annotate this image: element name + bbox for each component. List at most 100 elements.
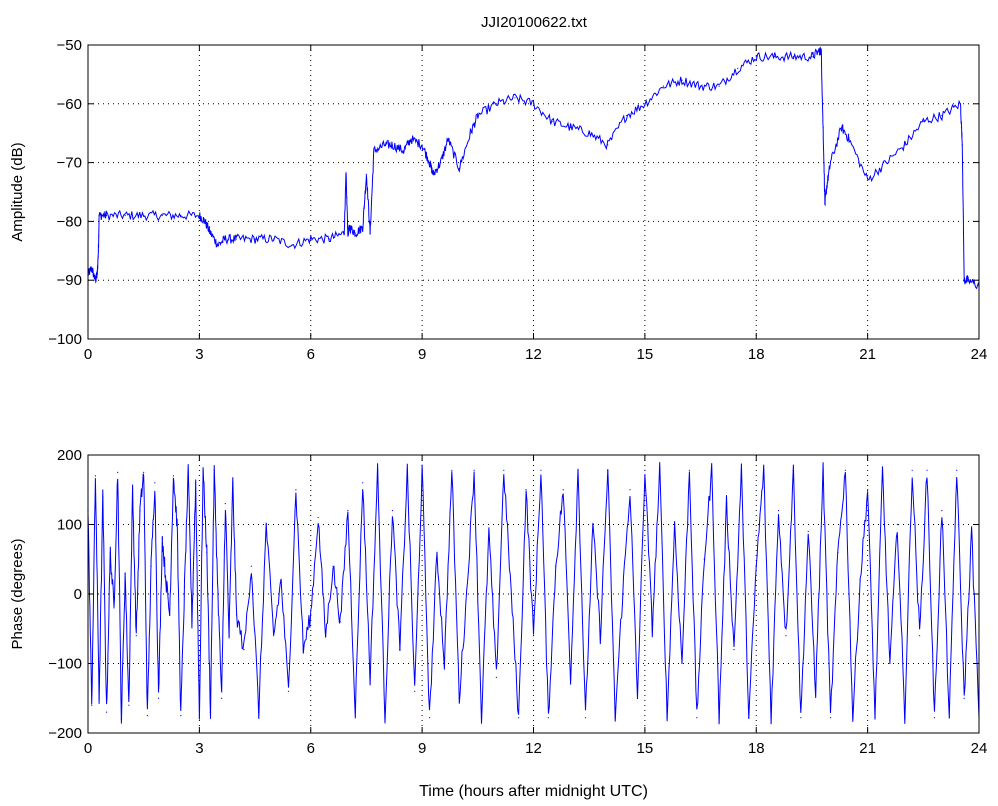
data-point — [822, 126, 824, 128]
data-point — [150, 565, 152, 567]
data-point — [525, 489, 527, 491]
data-point — [666, 717, 668, 719]
x-tick-label: 9 — [418, 740, 426, 757]
data-point — [310, 238, 312, 240]
data-point — [169, 614, 171, 616]
data-point — [421, 469, 423, 471]
data-point — [209, 232, 212, 234]
data-point — [235, 238, 238, 240]
data-point — [232, 482, 234, 484]
data-point — [273, 238, 275, 240]
data-point — [867, 489, 869, 491]
data-point — [384, 717, 386, 719]
y-tick-label: 0 — [74, 586, 82, 603]
data-point — [369, 676, 371, 679]
data-point — [466, 593, 468, 595]
data-point — [551, 120, 553, 123]
series-line — [87, 462, 980, 725]
plot-area — [88, 45, 979, 339]
data-point — [584, 717, 587, 719]
x-tick-label: 21 — [859, 740, 876, 757]
y-tick-label: 200 — [57, 447, 82, 464]
data-point — [555, 565, 557, 567]
data-point — [480, 717, 483, 719]
data-point — [469, 132, 471, 134]
data-point — [607, 469, 609, 471]
data-point — [818, 50, 820, 52]
data-point — [354, 232, 356, 234]
x-tick-label: 24 — [971, 740, 988, 757]
data-point — [837, 551, 839, 553]
data-point — [280, 579, 282, 581]
data-point — [622, 593, 624, 595]
data-point — [217, 593, 219, 595]
data-point — [310, 614, 312, 616]
data-point — [926, 469, 928, 471]
data-point — [514, 97, 516, 99]
data-point — [636, 697, 639, 699]
data-point — [644, 469, 646, 471]
data-point — [157, 697, 160, 699]
data-point — [440, 162, 442, 164]
data-point — [956, 469, 958, 471]
data-point — [206, 551, 208, 553]
data-point — [718, 717, 720, 719]
data-point — [681, 79, 683, 81]
x-tick-label: 18 — [748, 740, 765, 757]
data-point — [349, 226, 351, 228]
data-point — [532, 635, 535, 637]
data-point — [495, 103, 497, 105]
data-point — [325, 635, 327, 637]
data-point — [577, 469, 579, 471]
x-tick-label: 24 — [971, 346, 988, 363]
data-point — [896, 523, 898, 526]
y-tick-label: −100 — [48, 331, 82, 348]
data-point — [302, 649, 304, 651]
data-point — [824, 203, 826, 205]
data-point — [198, 214, 200, 217]
data-point — [428, 162, 431, 164]
data-point — [180, 214, 182, 217]
data-point — [844, 469, 846, 471]
data-point — [922, 120, 924, 123]
data-point — [347, 510, 349, 512]
data-point — [763, 469, 765, 471]
data-point — [332, 565, 334, 567]
data-point — [919, 635, 921, 637]
data-point — [161, 214, 163, 217]
data-point — [477, 114, 479, 117]
x-tick-label: 0 — [84, 346, 92, 363]
data-point — [948, 717, 950, 719]
data-point — [406, 469, 408, 471]
data-point — [822, 469, 824, 471]
data-point — [458, 167, 460, 170]
data-point — [815, 690, 817, 692]
data-point — [785, 635, 787, 637]
data-point — [421, 144, 423, 146]
data-point — [391, 144, 394, 146]
data-point — [135, 635, 137, 637]
data-point — [172, 475, 174, 477]
data-point — [629, 489, 631, 491]
y-tick-label: −60 — [57, 96, 82, 113]
data-point — [105, 214, 108, 217]
data-point — [183, 586, 186, 588]
data-point — [399, 649, 401, 651]
data-point — [867, 179, 869, 181]
data-point — [503, 469, 505, 471]
data-point — [829, 717, 832, 719]
data-point — [829, 162, 832, 164]
data-point — [614, 717, 616, 719]
x-tick-label: 3 — [195, 740, 203, 757]
data-point — [848, 138, 850, 140]
data-point — [414, 690, 416, 692]
x-tick-label: 15 — [637, 346, 654, 363]
data-point — [143, 214, 145, 217]
y-tick-label: −80 — [57, 213, 82, 230]
data-point — [213, 469, 215, 471]
data-point — [154, 482, 156, 484]
data-point — [109, 551, 111, 553]
data-point — [287, 690, 290, 692]
data-point — [933, 717, 936, 719]
data-point — [473, 469, 475, 471]
